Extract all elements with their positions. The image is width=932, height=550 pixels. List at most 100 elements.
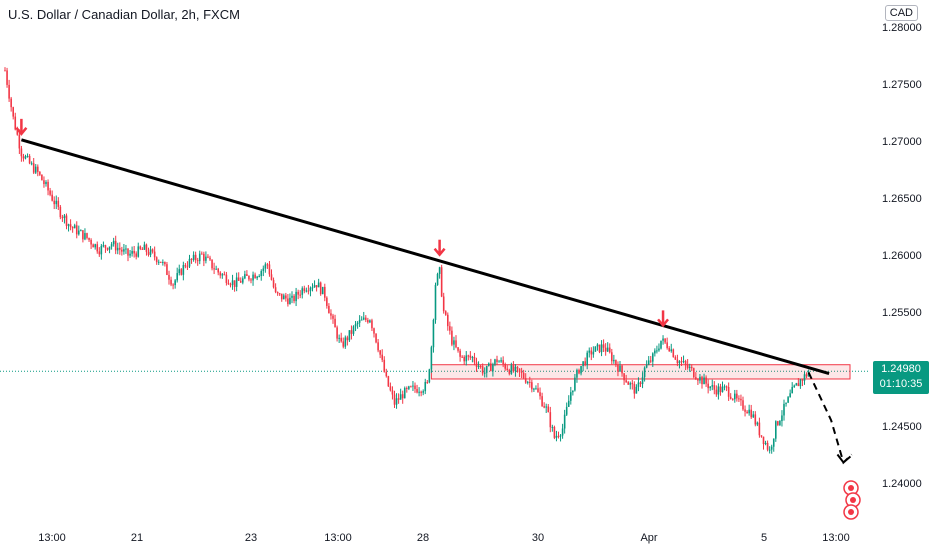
candle-body [143,244,146,250]
candle-body [652,353,654,362]
candle-body [709,386,711,389]
candle-body [578,369,580,374]
candle-body [272,279,275,288]
candle-body [51,194,53,201]
candle-body [799,379,802,387]
candle-body [453,340,455,345]
candle-body [162,262,164,264]
candle-body [24,156,27,159]
candle-body [12,107,14,117]
candle-body [379,350,381,355]
candle-body [676,359,679,364]
candle-body [145,244,148,252]
candle-body [20,148,23,157]
candle-body [791,386,793,394]
candle-body [32,163,35,173]
candle-body [209,257,211,260]
candle-body [311,287,314,289]
candle-body [190,258,193,260]
candle-body [662,338,664,341]
candle-body [233,280,236,287]
candle-body [684,361,687,365]
candle-body [520,371,523,373]
candle-body [352,326,355,334]
symbol-title[interactable]: U.S. Dollar / Canadian Dollar, 2h, FXCM [8,7,240,22]
candle-body [531,382,533,390]
candle-body [160,261,162,263]
candle-body [754,414,757,425]
candle-body [6,70,8,85]
candle-body [678,361,681,364]
candle-body [744,409,746,412]
candle-body [237,277,240,281]
candle-body [619,365,621,372]
candle-body [488,363,490,366]
candle-body [756,422,759,425]
candle-body [196,260,199,262]
candle-body [47,181,49,191]
candle-body [344,337,347,347]
candle-body [280,293,283,300]
candle-body [172,284,174,286]
x-tick-label: 13:00 [822,532,850,544]
candle-body [740,398,742,401]
y-tick-label: 1.27500 [882,79,922,91]
candle-body [262,268,265,272]
candle-body [690,366,693,369]
x-tick-label: 30 [532,532,544,544]
candle-body [403,387,406,399]
candle-body [377,342,379,351]
candle-body [362,317,365,320]
candle-body [408,386,410,389]
candle-body [572,390,574,393]
candle-body [127,248,129,256]
candle-body [375,333,377,343]
candle-body [319,282,322,295]
candle-body [596,344,599,347]
candle-body [623,373,625,381]
candle-body [330,313,332,316]
candle-body [61,217,64,219]
candle-body [231,280,234,285]
candle-body [713,385,716,390]
candle-body [215,268,217,270]
candle-body [78,230,80,235]
candle-body [465,355,468,362]
last-price: 1.24980 [881,363,921,375]
candle-body [760,435,763,437]
candle-body [291,295,293,298]
candle-body [473,356,476,363]
candle-body [16,129,19,135]
candle-body [285,295,287,299]
currency-label[interactable]: CAD [884,5,918,21]
candle-body [457,347,459,351]
candle-body [334,318,336,328]
candle-body [383,359,386,372]
candle-body [494,359,496,365]
candle-body [617,364,619,372]
candle-body [660,340,662,349]
candle-body [147,251,150,255]
candle-body [717,386,720,395]
candle-body [106,247,109,250]
candle-body [693,368,695,378]
candle-body [30,163,33,165]
candle-body [803,374,806,381]
candle-body [293,295,295,302]
candle-body [682,361,685,363]
candle-body [80,230,82,232]
candle-body [328,305,330,314]
candle-body [736,393,738,399]
candle-body [498,361,500,363]
candle-body [705,377,707,384]
candle-body [537,388,539,393]
candle-body [674,357,677,360]
candle-body [793,385,796,387]
candle-body [777,421,779,425]
candle-body [590,350,593,355]
candle-body [250,279,252,281]
candle-body [395,398,398,405]
resistance-zone [430,364,851,380]
candle-body [198,253,201,262]
candle-body [483,372,486,374]
